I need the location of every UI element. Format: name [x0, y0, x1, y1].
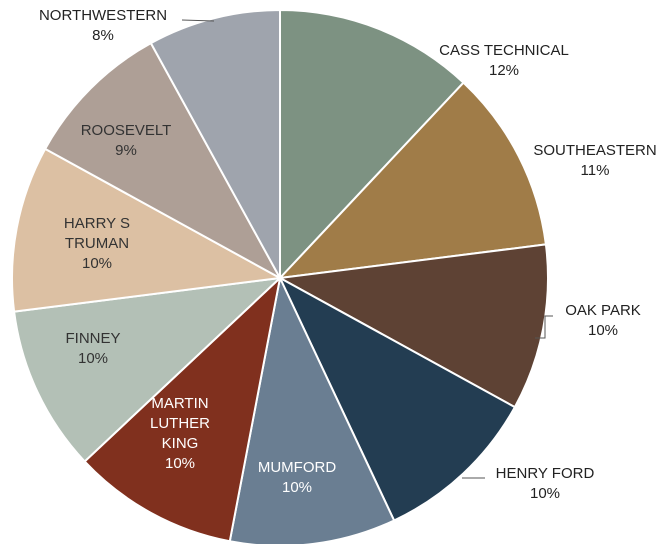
slice-label-mumford: MUMFORD 10% — [258, 459, 336, 496]
slice-label-southeastern: SOUTHEASTERN 11% — [533, 142, 656, 179]
pie-slice-northwestern — [149, 8, 281, 279]
slice-name-label: HENRY FORD — [496, 465, 595, 482]
slice-percent-label: 8% — [92, 27, 114, 44]
slice-percent-label: 11% — [581, 162, 610, 179]
slice-name-label: FINNEY — [65, 330, 120, 347]
slice-percent-label: 9% — [115, 142, 137, 159]
labels-layer: CASS TECHNICAL 12% SOUTHEASTERN 11% OAK PARK… — [39, 7, 657, 502]
leader-line-oak-park — [535, 315, 553, 339]
slice-name-label: OAK PARK — [565, 302, 641, 319]
slice-name-label: MARTIN LUTHER KING — [150, 395, 210, 452]
slice-label-henry-ford: HENRY FORD 10% — [496, 465, 595, 502]
slices-layer — [11, 8, 549, 547]
slice-name-label: MUMFORD — [258, 459, 336, 476]
pie-slice-southeastern — [277, 81, 548, 280]
slice-label-northwestern: NORTHWESTERN 8% — [39, 7, 167, 44]
slice-name-label: SOUTHEASTERN — [533, 142, 656, 159]
pie-slice-finney — [12, 276, 283, 463]
slice-percent-label: 10% — [282, 479, 312, 496]
slice-name-label: CASS TECHNICAL — [439, 42, 569, 59]
slice-name-label: HARRY S TRUMAN — [64, 215, 130, 252]
leader-line-northwestern — [181, 19, 215, 22]
pie-slice-harry-s-truman — [11, 147, 284, 313]
slice-name-label: ROOSEVELT — [81, 122, 172, 139]
pie-slice-martin-luther-king — [83, 275, 282, 543]
pie-slice-henry-ford — [277, 275, 517, 522]
slice-percent-label: 10% — [78, 350, 108, 367]
slice-label-harry-s-truman: HARRY S TRUMAN 10% — [64, 215, 130, 272]
slice-percent-label: 10% — [165, 455, 195, 472]
pie-slice-oak-park — [276, 243, 549, 409]
slice-label-roosevelt: ROOSEVELT 9% — [81, 122, 172, 159]
slice-label-finney: FINNEY 10% — [65, 330, 120, 367]
slice-percent-label: 10% — [82, 255, 112, 272]
slice-percent-label: 10% — [530, 485, 560, 502]
slice-label-martin-luther-king: MARTIN LUTHER KING 10% — [150, 395, 210, 472]
slice-label-cass-technical: CASS TECHNICAL 12% — [439, 42, 569, 79]
slice-name-label: NORTHWESTERN — [39, 7, 167, 24]
pie-slice-cass-technical — [279, 8, 465, 281]
slice-percent-label: 12% — [489, 62, 519, 79]
slice-percent-label: 10% — [588, 322, 618, 339]
pie-slice-roosevelt — [43, 41, 283, 281]
leader-lines-layer — [181, 19, 553, 479]
slice-label-oak-park: OAK PARK 10% — [565, 302, 641, 339]
